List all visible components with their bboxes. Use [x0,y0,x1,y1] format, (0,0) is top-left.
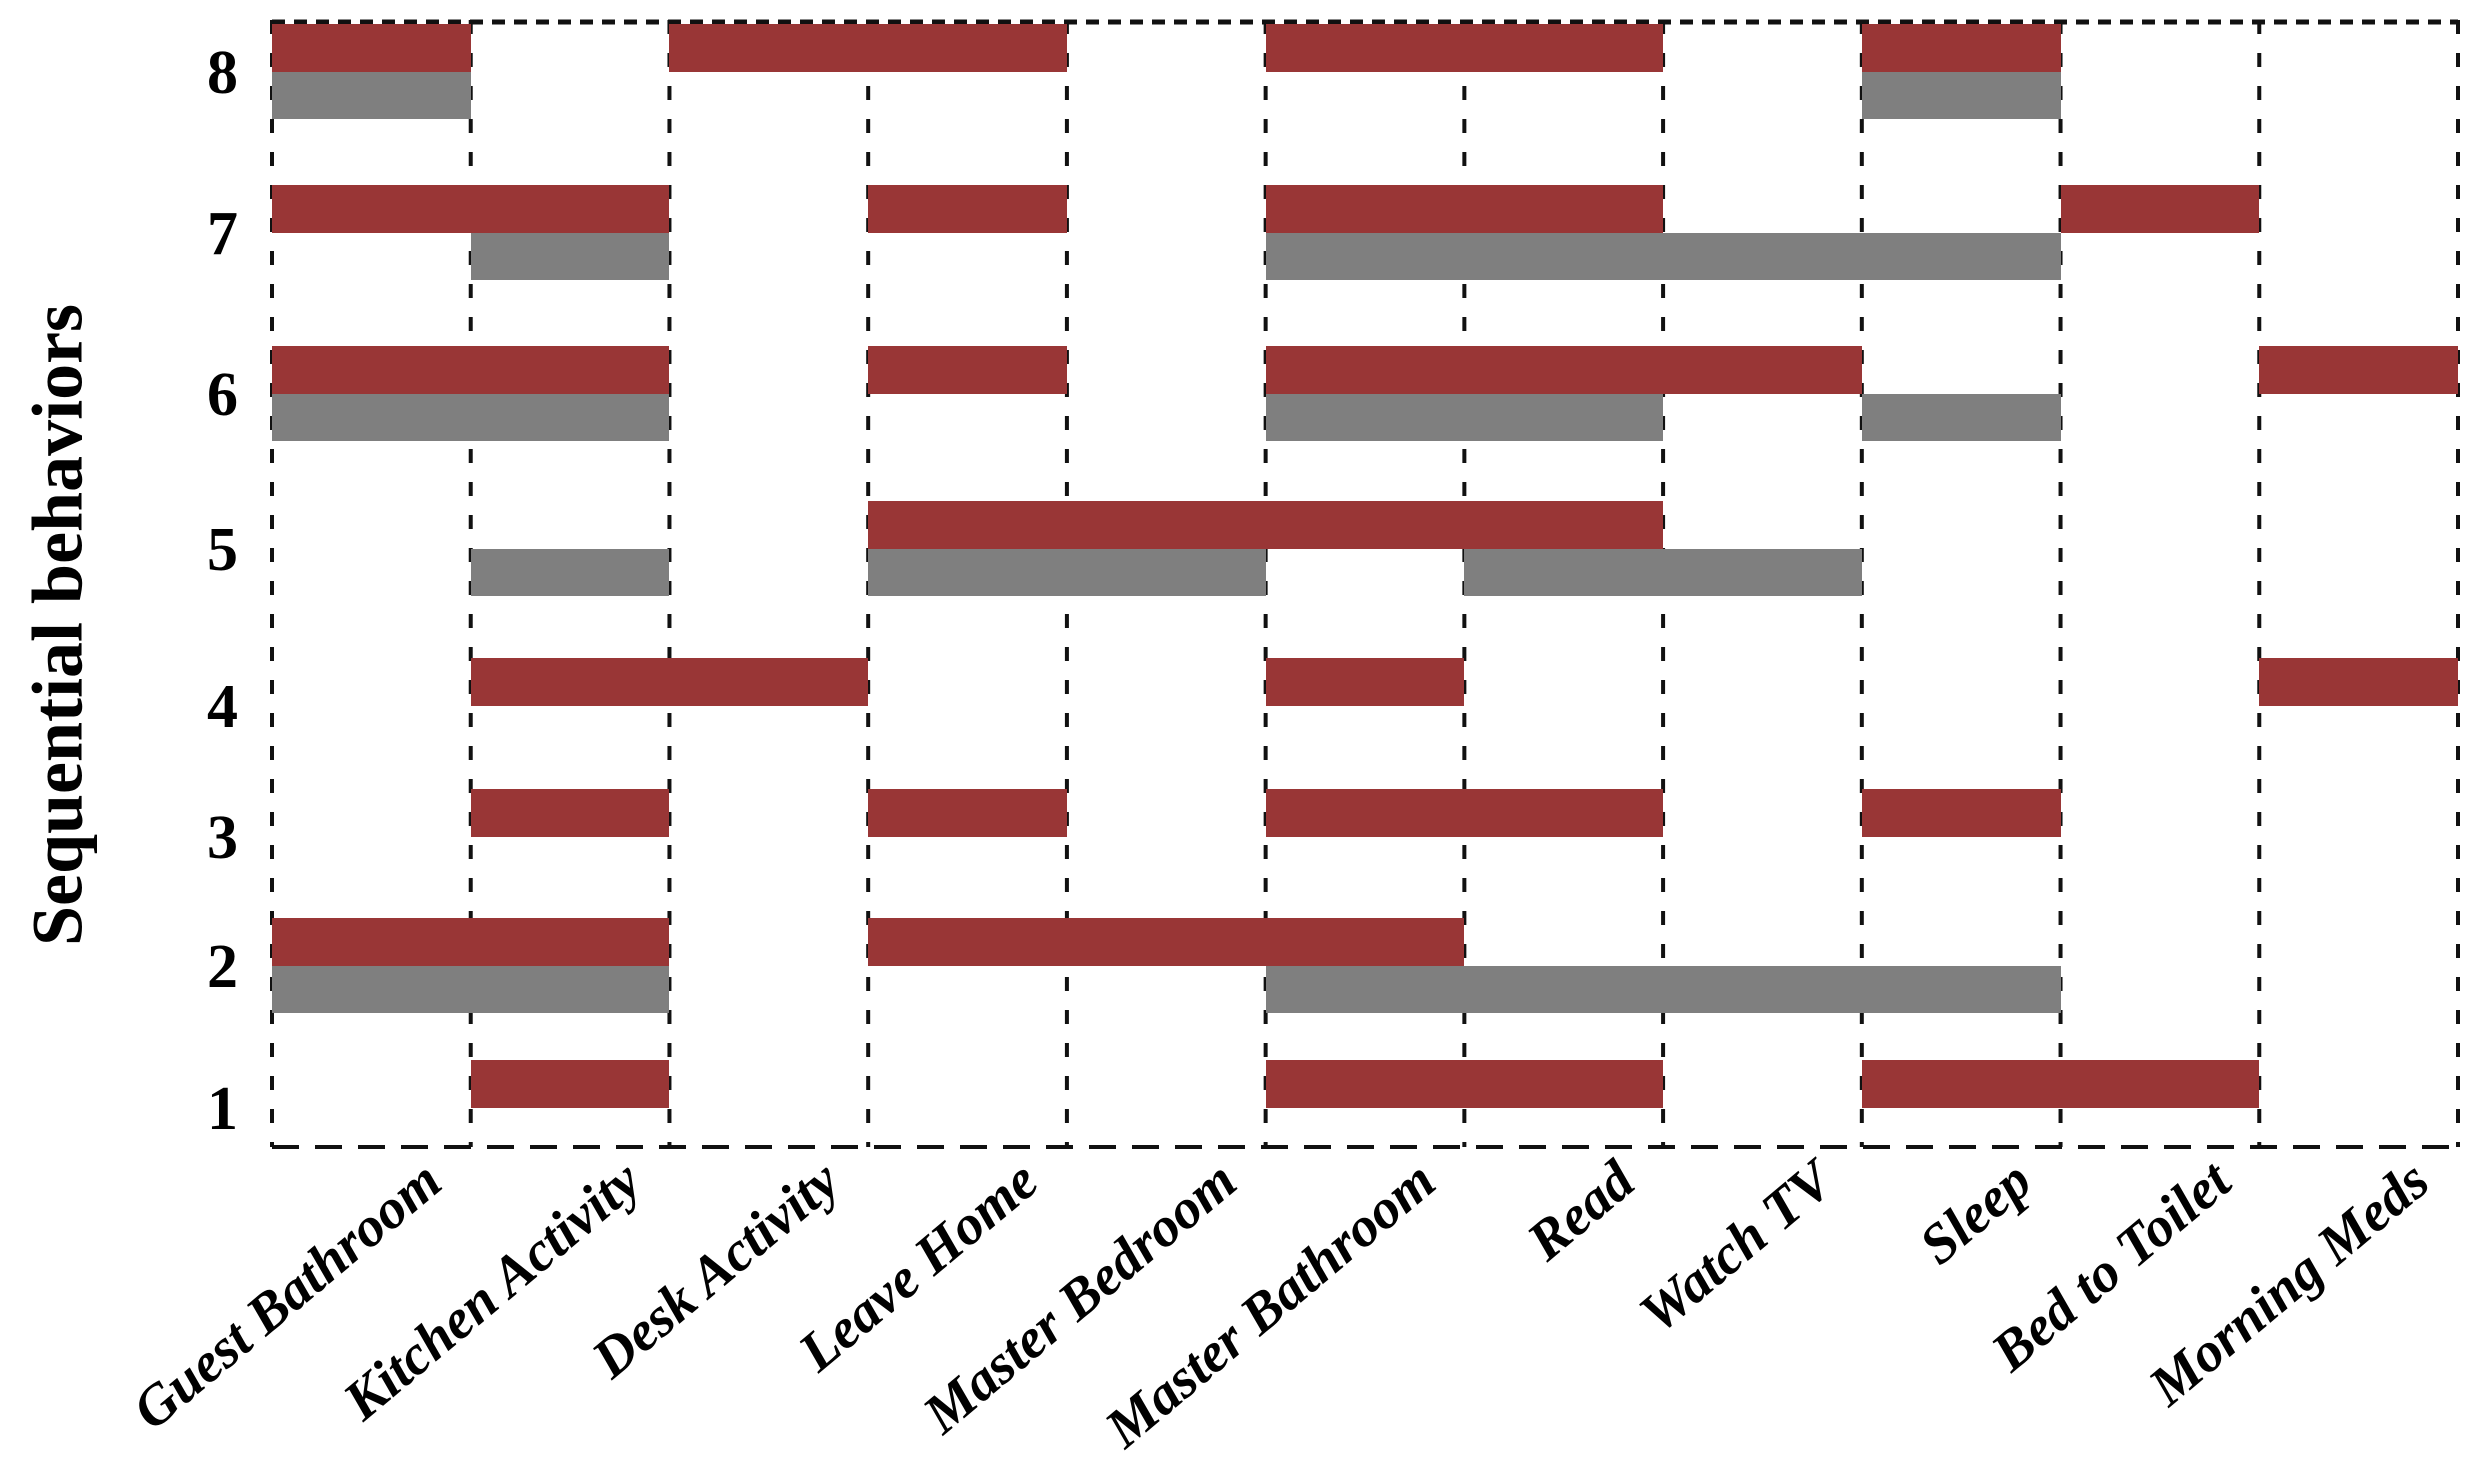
bar-red-behavior-6 [2259,346,2458,394]
bar-red-behavior-6 [1265,346,1862,394]
bar-red-behavior-3 [1861,789,2061,837]
bar-red-behavior-7 [2060,185,2260,233]
bar-red-behavior-2 [868,918,1465,966]
bar-gray-behavior-6 [1861,394,2061,441]
bar-gray-behavior-5 [868,549,1266,596]
bar-red-behavior-7 [1265,185,1664,233]
bar-gray-behavior-5 [1464,549,1862,596]
bar-red-behavior-8 [1265,24,1664,72]
bar-red-behavior-8 [669,24,1067,72]
bar-red-behavior-3 [868,789,1067,837]
bar-red-behavior-8 [1861,24,2061,72]
bar-gray-behavior-8 [272,72,471,119]
bar-red-behavior-6 [272,346,670,394]
bar-gray-behavior-6 [1265,394,1664,441]
bar-gray-behavior-6 [272,394,670,441]
bar-red-behavior-8 [272,24,471,72]
bar-red-behavior-3 [1265,789,1664,837]
bar-gray-behavior-8 [1861,72,2061,119]
bar-red-behavior-5 [868,501,1664,549]
bar-red-behavior-1 [470,1060,670,1108]
bar-red-behavior-3 [470,789,670,837]
bar-red-behavior-2 [272,918,670,966]
bar-red-behavior-4 [470,658,869,706]
bar-gray-behavior-2 [1265,966,2061,1013]
bar-gray-behavior-5 [470,549,670,596]
bar-red-behavior-4 [2259,658,2458,706]
bar-red-behavior-4 [1265,658,1465,706]
bar-red-behavior-7 [868,185,1067,233]
bar-red-behavior-6 [868,346,1067,394]
bar-gray-behavior-7 [1265,233,2061,280]
bar-gray-behavior-2 [272,966,670,1013]
bar-red-behavior-1 [1265,1060,1664,1108]
bar-red-behavior-1 [1861,1060,2260,1108]
y-axis-title-text: Sequential behaviors [17,303,98,947]
bar-red-behavior-7 [272,185,670,233]
bar-gray-behavior-7 [470,233,670,280]
